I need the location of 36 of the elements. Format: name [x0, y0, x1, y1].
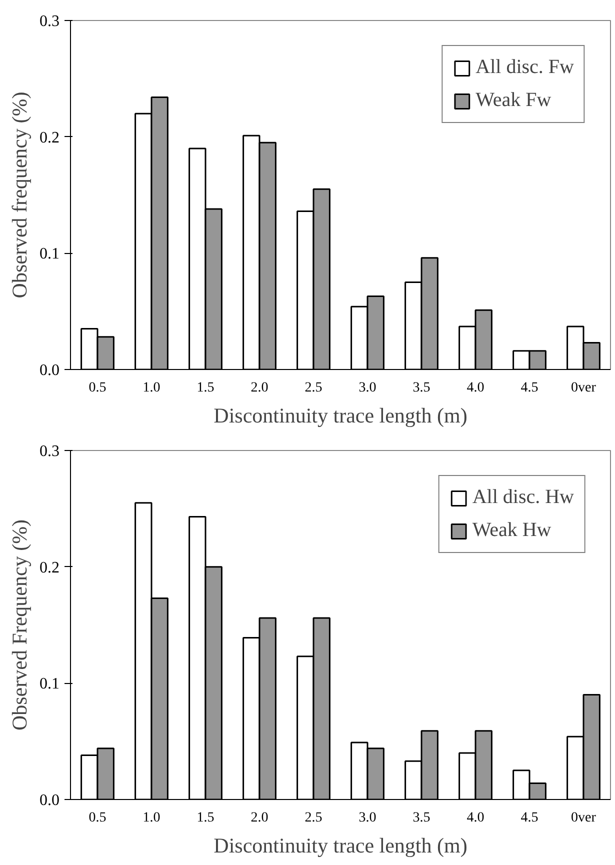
- x-tick-label: 4.0: [466, 380, 484, 396]
- legend-label: All disc. Fw: [476, 56, 574, 79]
- x-tick-label: 3.0: [358, 380, 376, 396]
- x-tick-label: 0.5: [88, 810, 106, 826]
- y-tick-label: 0.0: [40, 362, 60, 379]
- y-axis-title: Observed frequency (%): [8, 92, 32, 298]
- x-tick-label: 4.5: [520, 810, 538, 826]
- y-tick-label: 0.1: [40, 246, 60, 263]
- legend-label: Weak Hw: [472, 519, 552, 542]
- y-tick-label: 0.3: [40, 443, 60, 460]
- x-tick-label: 0.5: [88, 380, 106, 396]
- x-tick-label: 2.0: [250, 810, 268, 826]
- x-tick-label: 1.5: [196, 380, 214, 396]
- x-tick-label: 1.0: [142, 380, 160, 396]
- y-axis-title: Observed Frequency (%): [8, 519, 32, 731]
- legend-label: Weak Fw: [476, 89, 552, 112]
- x-tick-label: 3.5: [412, 810, 430, 826]
- x-tick-label: 2.0: [250, 380, 268, 396]
- y-tick-label: 0.1: [40, 676, 60, 693]
- x-tick-label: 0ver: [571, 380, 596, 396]
- x-axis-title: Discontinuity trace length (m): [214, 404, 468, 428]
- y-tick-label: 0.0: [40, 792, 60, 809]
- y-tick-label: 0.3: [40, 13, 60, 30]
- x-tick-label: 4.0: [466, 810, 484, 826]
- legend-label: All disc. Hw: [472, 486, 574, 509]
- x-tick-label: 3.0: [358, 810, 376, 826]
- x-tick-label: 2.5: [304, 810, 322, 826]
- x-tick-label: 3.5: [412, 380, 430, 396]
- y-tick-label: 0.2: [40, 559, 60, 576]
- x-tick-label: 1.5: [196, 810, 214, 826]
- x-axis-title: Discontinuity trace length (m): [214, 834, 468, 858]
- x-tick-label: 4.5: [520, 380, 538, 396]
- x-tick-label: 0ver: [571, 810, 596, 826]
- x-tick-label: 1.0: [142, 810, 160, 826]
- y-tick-label: 0.2: [40, 129, 60, 146]
- x-tick-label: 2.5: [304, 380, 322, 396]
